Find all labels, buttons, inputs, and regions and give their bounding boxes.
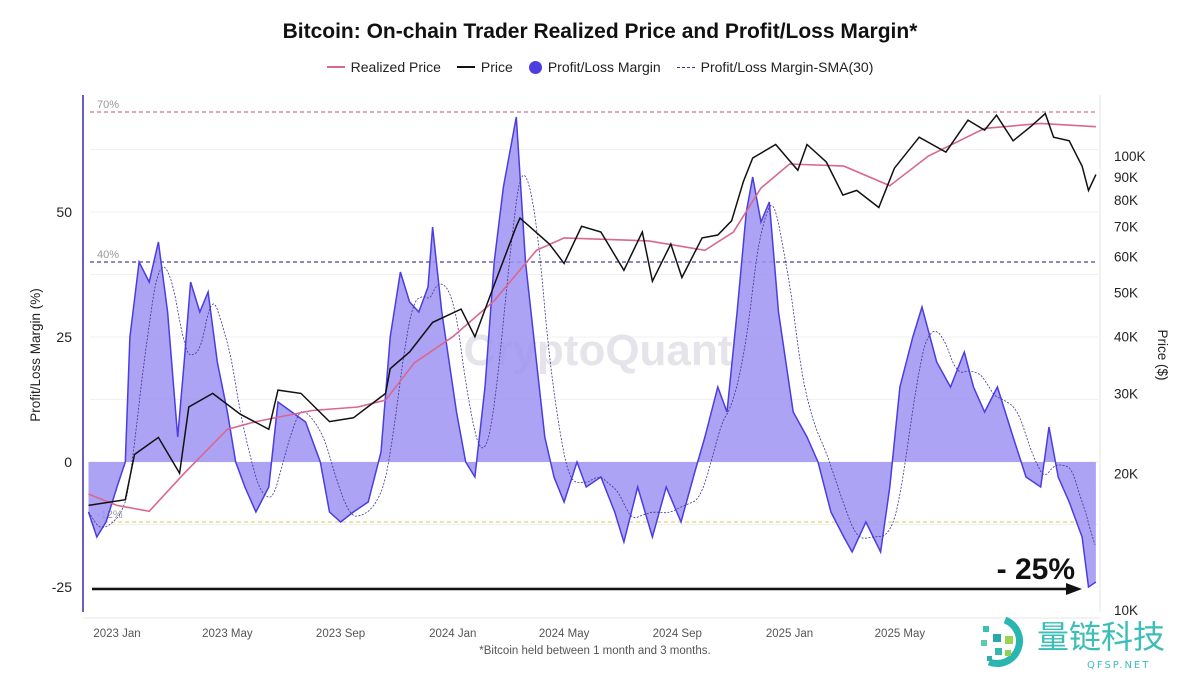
svg-text:量链科技: 量链科技 <box>1037 618 1165 656</box>
legend-item-sma[interactable]: Profit/Loss Margin-SMA(30) <box>676 59 874 75</box>
margin-area <box>88 117 1096 587</box>
y-right-tick-label: 70K <box>1114 219 1138 234</box>
legend-swatch <box>456 66 475 68</box>
margin-line <box>87 116 1097 589</box>
footnote: *Bitcoin held between 1 month and 3 mont… <box>479 645 711 657</box>
legend-item-margin[interactable]: Profit/Loss Margin <box>528 59 661 75</box>
realized-price-line <box>88 122 1096 513</box>
y-right-tick-label: 80K <box>1114 193 1138 208</box>
x-tick-label: 2024 May <box>539 628 590 640</box>
y-right-tick-label: 30K <box>1114 386 1138 401</box>
legend-label: Profit/Loss Margin-SMA(30) <box>700 59 874 75</box>
legend-label: Profit/Loss Margin <box>547 59 661 75</box>
legend: Realized Price Price Profit/Loss Margin … <box>0 59 1200 75</box>
legend-swatch <box>528 60 542 74</box>
y-right-tick-label: 50K <box>1114 286 1138 301</box>
chart-title: Bitcoin: On-chain Trader Realized Price … <box>282 20 918 43</box>
y-right-tick-label: 40K <box>1114 330 1138 345</box>
y-tick-label: 50 <box>56 204 72 220</box>
y-tick-label: -25 <box>52 579 72 595</box>
x-tick-label: 2024 Sep <box>653 628 702 640</box>
legend-swatch <box>326 66 345 68</box>
reference-line-label: 70% <box>97 99 119 111</box>
legend-label: Realized Price <box>350 59 441 75</box>
y-right-axis-label: Price ($) <box>1155 329 1170 380</box>
y-tick-label: 25 <box>56 329 72 345</box>
x-tick-label: 2025 May <box>875 628 926 640</box>
y-right-tick-label: 20K <box>1114 466 1138 481</box>
x-tick-label: 2025 Jan <box>766 628 813 640</box>
legend-item-price[interactable]: Price <box>456 59 513 75</box>
annotation-arrowhead <box>1066 583 1082 595</box>
x-tick-label: 2023 Sep <box>316 628 365 640</box>
reference-line-label: 40% <box>97 249 119 261</box>
x-tick-label: 2024 Jan <box>429 628 476 640</box>
y-right-tick-label: 10K <box>1114 603 1138 618</box>
y-right-tick-label: 90K <box>1114 170 1138 185</box>
y-right-tick-label: 100K <box>1114 149 1146 164</box>
y-tick-label: 0 <box>64 454 72 470</box>
x-tick-label: 2023 Jan <box>93 628 140 640</box>
y-right-tick-label: 60K <box>1114 250 1138 265</box>
legend-label: Price <box>480 59 513 75</box>
price-line <box>88 112 1097 507</box>
y-axis-label: Profit/Loss Margin (%) <box>28 288 43 422</box>
legend-item-realized-price[interactable]: Realized Price <box>326 59 441 75</box>
sma-line <box>88 175 1096 545</box>
qfsp-logo: 量链科技 QFSP.NET <box>981 616 1165 671</box>
annotation-label: - 25% <box>997 553 1075 586</box>
legend-swatch <box>676 66 695 68</box>
x-tick-label: 2023 May <box>202 628 253 640</box>
svg-text:QFSP.NET: QFSP.NET <box>1087 660 1150 671</box>
